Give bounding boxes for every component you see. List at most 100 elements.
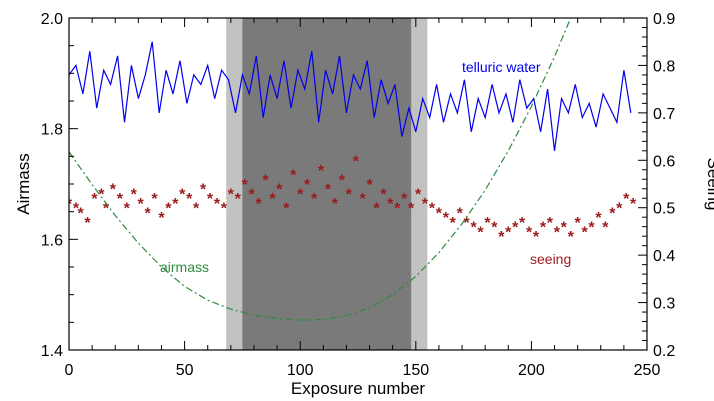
seeing-point: *	[73, 201, 80, 218]
seeing-point: *	[276, 182, 283, 199]
seeing-point: *	[505, 224, 512, 241]
seeing-point: *	[533, 229, 540, 246]
seeing-point: *	[179, 186, 186, 203]
x-tick-label: 50	[176, 362, 194, 379]
y-left-tick-label: 1.4	[41, 343, 63, 360]
seeing-point: *	[165, 201, 172, 218]
seeing-point: *	[450, 215, 457, 232]
seeing-point: *	[457, 205, 464, 222]
telluric-water-line	[69, 41, 632, 151]
tick-labels: 0 50 100 150 200 250 1.4 1.6 1.8 2.0 0.2 0.3 0.4 0.5 0…	[41, 11, 676, 379]
y-right-tick-label: 0.5	[653, 201, 675, 218]
seeing-point: *	[207, 191, 214, 208]
seeing-point: *	[484, 215, 491, 232]
seeing-point: *	[255, 196, 262, 213]
seeing-point: *	[66, 196, 73, 213]
seeing-point: *	[318, 163, 325, 180]
y-right-tick-label: 0.7	[653, 106, 675, 123]
seeing-point: *	[408, 201, 415, 218]
seeing-point: *	[547, 215, 554, 232]
seeing-point: *	[360, 191, 367, 208]
y-right-tick-label: 0.6	[653, 153, 675, 170]
y-right-tick-label: 0.9	[653, 11, 675, 28]
seeing-point: *	[512, 220, 519, 237]
x-tick-label: 250	[634, 362, 661, 379]
seeing-point: *	[387, 196, 394, 213]
seeing-point: *	[429, 201, 436, 218]
y-left-tick-label: 1.8	[41, 122, 63, 139]
seeing-point: *	[519, 215, 526, 232]
y-right-tick-label: 0.2	[653, 343, 675, 360]
seeing-point: *	[415, 186, 422, 203]
seeing-series: * **** *********** ** **** * ** ***************…	[66, 153, 637, 246]
seeing-point: *	[588, 220, 595, 237]
y-left-tick-label: 1.6	[41, 232, 63, 249]
seeing-point: *	[422, 196, 429, 213]
seeing-point: *	[554, 224, 561, 241]
seeing-point: *	[436, 205, 443, 222]
seeing-point: *	[262, 172, 269, 189]
seeing-point: *	[172, 196, 179, 213]
seeing-point: *	[623, 191, 630, 208]
x-tick-label: 150	[402, 362, 429, 379]
seeing-point: *	[138, 196, 145, 213]
seeing-point: *	[304, 177, 311, 194]
seeing-point: *	[373, 201, 380, 218]
seeing-point: *	[283, 201, 290, 218]
y-right-tick-label: 0.8	[653, 58, 675, 75]
seeing-point: *	[77, 205, 84, 222]
seeing-point: *	[84, 215, 91, 232]
seeing-point: *	[269, 191, 276, 208]
x-axis-title: Exposure number	[291, 379, 426, 398]
seeing-point: *	[117, 191, 124, 208]
seeing-point: *	[339, 172, 346, 189]
x-tick-label: 100	[287, 362, 314, 379]
seeing-point: *	[477, 224, 484, 241]
x-tick-label: 0	[65, 362, 74, 379]
seeing-point: *	[346, 186, 353, 203]
seeing-point: *	[401, 191, 408, 208]
seeing-point: *	[124, 201, 131, 218]
seeing-point: *	[193, 201, 200, 218]
y-left-tick-label: 2.0	[41, 11, 63, 28]
seeing-point: *	[242, 177, 249, 194]
x-tick-label: 200	[518, 362, 545, 379]
annotation-airmass: airmass	[160, 259, 209, 275]
seeing-point: *	[380, 186, 387, 203]
seeing-point: *	[353, 153, 360, 170]
seeing-point: *	[297, 186, 304, 203]
seeing-point: *	[91, 191, 98, 208]
seeing-point: *	[332, 196, 339, 213]
seeing-point: *	[325, 182, 332, 199]
seeing-point: *	[235, 191, 242, 208]
seeing-point: *	[221, 201, 228, 218]
y-right-tick-label: 0.3	[653, 296, 675, 313]
seeing-point: *	[498, 229, 505, 246]
seeing-point: *	[158, 210, 165, 227]
seeing-point: *	[228, 186, 235, 203]
y-axis-title-right: Seeing	[704, 158, 714, 211]
seeing-point: *	[464, 215, 471, 232]
series-layer: * **** *********** ** **** * ** ***************…	[66, 18, 637, 321]
seeing-point: *	[98, 186, 105, 203]
seeing-point: *	[103, 201, 110, 218]
seeing-point: *	[602, 220, 609, 237]
seeing-point: *	[366, 177, 373, 194]
y-right-tick-label: 0.4	[653, 248, 675, 265]
seeing-point: *	[394, 201, 401, 218]
seeing-point: *	[311, 191, 318, 208]
annotation-seeing: seeing	[530, 251, 571, 267]
seeing-point: *	[186, 191, 193, 208]
seeing-point: *	[630, 196, 637, 213]
y-axis-title-left: Airmass	[14, 153, 33, 214]
seeing-point: *	[575, 215, 582, 232]
seeing-point: *	[443, 210, 450, 227]
seeing-point: *	[249, 186, 256, 203]
tick-marks	[68, 17, 648, 351]
seeing-point: *	[540, 220, 547, 237]
seeing-point: *	[491, 220, 498, 237]
seeing-point: *	[526, 224, 533, 241]
seeing-point: *	[561, 220, 568, 237]
seeing-point: *	[470, 220, 477, 237]
